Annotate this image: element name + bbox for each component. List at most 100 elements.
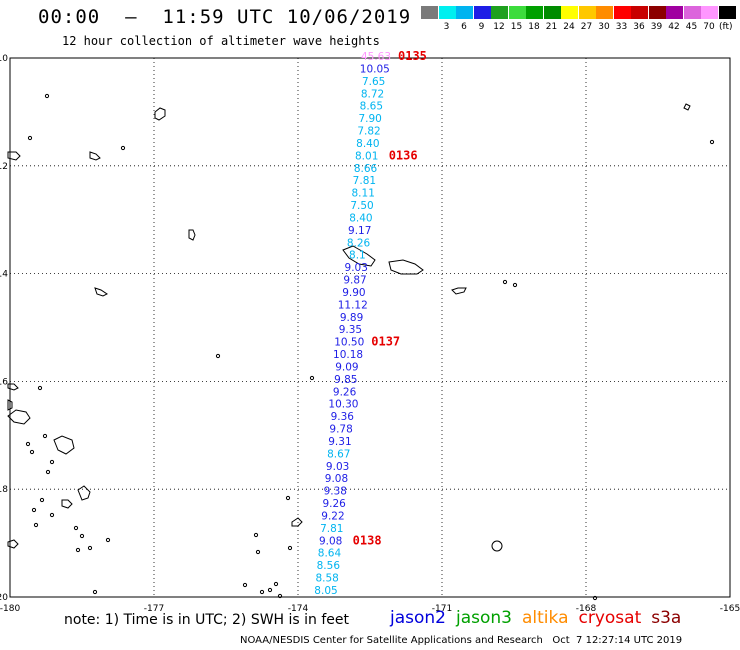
wave-height-value: 9.08 [319, 535, 342, 547]
wave-height-value: 9.38 [324, 486, 347, 498]
pass-number-label: 0135 [398, 49, 427, 63]
islet [273, 581, 279, 587]
map-title: 00:00 – 11:59 UTC 10/06/2019 [38, 6, 412, 28]
legend-label: 36 [633, 22, 645, 32]
island-outline [451, 287, 467, 295]
island-outline [291, 517, 303, 527]
islet [75, 547, 81, 553]
islet [242, 582, 248, 588]
legend-swatch [561, 6, 578, 19]
satellite-name: jason2 [390, 608, 446, 628]
satellite-name: jason3 [456, 608, 512, 628]
island-outline [342, 245, 376, 267]
legend-swatch [631, 6, 648, 19]
island-outline [7, 383, 19, 391]
island-outline [7, 399, 13, 411]
legend-swatch [666, 6, 683, 19]
wave-height-value: 8.05 [314, 585, 337, 597]
wave-height-value: 9.09 [335, 361, 358, 373]
islet [87, 545, 93, 551]
legend-label: 3 [443, 22, 450, 32]
islet [33, 522, 39, 528]
islet [253, 532, 259, 538]
legend-swatch [701, 6, 718, 19]
islet [287, 545, 293, 551]
islet [45, 469, 51, 475]
wave-height-value: 9.87 [343, 275, 366, 287]
islet [29, 449, 35, 455]
wave-height-value: 9.36 [331, 411, 355, 423]
pass-labels: 0135 0136 0137 0138 [353, 49, 427, 547]
longitude-label: -168 [576, 604, 597, 614]
wave-height-value: 7.50 [350, 200, 373, 212]
wave-height-value: 9.89 [340, 312, 363, 324]
wave-height-value: 9.26 [322, 498, 346, 510]
wave-height-value: 7.90 [358, 113, 381, 125]
wave-height-value: 7.81 [353, 175, 376, 187]
island-outline [7, 409, 31, 425]
legend-label: 6 [461, 22, 467, 32]
islet [25, 441, 31, 447]
islet [309, 375, 315, 381]
legend-swatch [508, 6, 526, 19]
legend-label: 15 [510, 22, 523, 32]
legend-swatch [578, 6, 596, 19]
units-note: note: 1) Time is in UTC; 2) SWH is in fe… [64, 612, 350, 628]
islet [259, 589, 265, 595]
latitude-label: -18 [0, 485, 8, 495]
legend-label: 21 [545, 22, 558, 32]
wave-height-value: 8.58 [315, 573, 338, 585]
islet [27, 135, 33, 141]
coastlines [7, 93, 715, 601]
legend-label: 12 [493, 22, 505, 32]
wave-height-value: 8.72 [361, 88, 384, 100]
wave-height-value: 10.05 [360, 63, 390, 75]
legend-swatch [421, 6, 438, 19]
latitude-label: -20 [0, 593, 8, 603]
longitude-label: -180 [0, 604, 20, 614]
legend-label: 24 [563, 22, 575, 32]
islet [49, 459, 55, 465]
wave-height-value: 8.40 [356, 138, 379, 150]
legend-label: 39 [650, 22, 663, 32]
legend-label: 9 [478, 22, 485, 32]
islet [267, 587, 273, 593]
satellite-name: cryosat [578, 608, 642, 628]
wave-height-value: 10.30 [328, 399, 358, 411]
legend-label: 70 [703, 22, 715, 32]
legend-swatch [473, 6, 491, 19]
wave-height-value: 8.1 [349, 250, 366, 262]
wave-height-value: 9.08 [325, 473, 348, 485]
legend-swatch [456, 6, 473, 19]
islet [49, 512, 55, 518]
legend-label: 30 [598, 22, 610, 32]
legend-label: 33 [615, 22, 628, 32]
legend-swatch [491, 6, 508, 19]
wave-height-value: 8.66 [354, 163, 378, 175]
islet [285, 495, 291, 501]
islet [277, 593, 283, 599]
wave-height-value: 9.85 [334, 374, 357, 386]
wave-height-value: 8.40 [349, 212, 372, 224]
latitude-label: -12 [0, 162, 8, 172]
wave-height-value: 8.26 [347, 237, 371, 249]
latitude-label: -16 [0, 377, 8, 387]
wave-height-value: 7.81 [320, 523, 343, 535]
footer-credit: NOAA/NESDIS Center for Satellite Applica… [240, 635, 683, 646]
islet [79, 533, 85, 539]
legend-swatch [718, 6, 736, 19]
wave-height-value: 8.11 [352, 188, 375, 200]
axis-labels: -10 -12 -14 -16 -18 -20-180 -177 -174 -171 -168 -1… [0, 54, 740, 614]
legend-swatch [526, 6, 543, 19]
island-outline [683, 103, 691, 111]
island-outline [491, 540, 503, 552]
map-frame [9, 57, 731, 598]
longitude-label: -171 [432, 604, 452, 614]
island-outline [7, 539, 19, 549]
island-outline [94, 287, 108, 297]
islet [73, 525, 79, 531]
islet [592, 595, 598, 601]
legend-swatch [613, 6, 631, 19]
legend-label: 45 [685, 22, 698, 32]
longitude-label: -174 [288, 604, 309, 614]
